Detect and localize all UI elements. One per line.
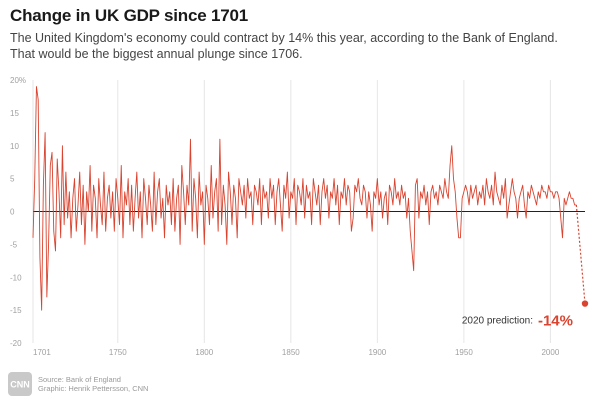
y-tick-label-15: 15 <box>10 109 19 118</box>
graphic-credit: Graphic: Henrik Pettersson, CNN <box>38 384 149 393</box>
y-tick-label--15: -15 <box>10 306 22 315</box>
footer: CNN Source: Bank of England Graphic: Hen… <box>8 372 148 396</box>
y-tick-label--5: -5 <box>10 240 18 249</box>
x-tick-label-1900: 1900 <box>368 348 386 357</box>
gdp-change-series-line <box>32 86 577 311</box>
cnn-logo-mark: CNN <box>10 380 30 390</box>
y-tick-label--10: -10 <box>10 273 22 282</box>
y-tick-label-5: 5 <box>10 175 15 184</box>
x-tick-label-1950: 1950 <box>455 348 473 357</box>
x-tick-label-1800: 1800 <box>195 348 213 357</box>
y-tick-label-20%: 20% <box>10 76 26 85</box>
chart-subtitle: The United Kingdom's economy could contr… <box>10 30 590 62</box>
x-tick-label-1701: 1701 <box>33 348 51 357</box>
x-tick-label-1750: 1750 <box>109 348 127 357</box>
y-axis-ticks: 20% 15 10 5 0 -5 -10 -15 -20 <box>10 76 26 348</box>
x-axis-ticks: 1701 1750 1800 1850 1900 1950 2000 <box>33 348 560 357</box>
subtitle-line-1: The United Kingdom's economy could contr… <box>10 31 558 45</box>
y-tick-label-0: 0 <box>10 208 15 217</box>
subtitle-line-2: That would be the biggest annual plunge … <box>10 47 303 61</box>
x-tick-label-2000: 2000 <box>541 348 559 357</box>
prediction-label: 2020 prediction: <box>462 316 533 327</box>
y-tick-label-10: 10 <box>10 142 19 151</box>
cnn-logo: CNN <box>8 372 32 396</box>
x-tick-label-1850: 1850 <box>282 348 300 357</box>
prediction-value: -14% <box>538 313 573 330</box>
svg-text:CNN: CNN <box>10 380 30 390</box>
gdp-line-chart: 20% 15 10 5 0 -5 -10 -15 -20 1701 1750 1800 1850 190… <box>10 76 589 357</box>
chart-title: Change in UK GDP since 1701 <box>10 6 249 25</box>
prediction-point <box>581 300 589 307</box>
source-credit: Source: Bank of England <box>38 374 121 384</box>
prediction-connector-line <box>575 204 586 304</box>
credits: Source: Bank of England Graphic: Henrik … <box>38 375 148 394</box>
y-tick-label--20: -20 <box>10 339 22 348</box>
